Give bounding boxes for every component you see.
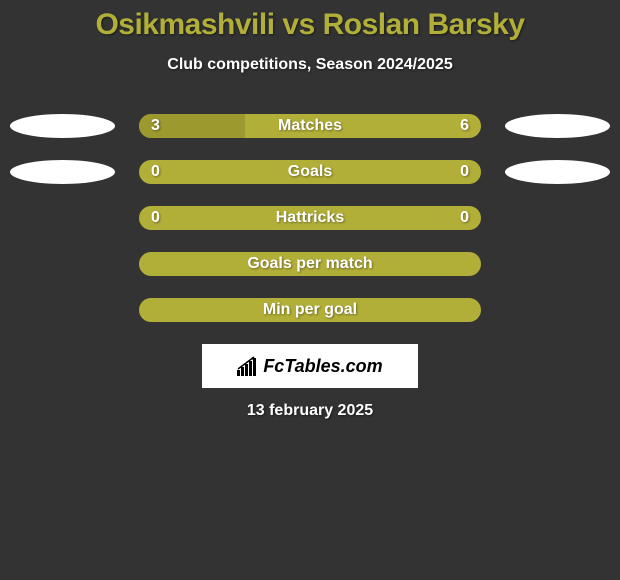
stat-row-mpg: Min per goal — [8, 298, 612, 322]
goals-right-value: 0 — [460, 163, 469, 181]
goals-bar: 0 Goals 0 — [139, 160, 481, 184]
stats-section: 3 Matches 6 0 Goals 0 0 Hattricks 0 — [0, 114, 620, 322]
hattricks-right-value: 0 — [460, 209, 469, 227]
goals-left-value: 0 — [151, 163, 160, 181]
matches-bar: 3 Matches 6 — [139, 114, 481, 138]
matches-label: Matches — [278, 117, 342, 135]
gpm-bar: Goals per match — [139, 252, 481, 276]
logo-text: FcTables.com — [263, 356, 382, 377]
stat-row-goals: 0 Goals 0 — [8, 160, 612, 184]
stat-row-hattricks: 0 Hattricks 0 — [8, 206, 612, 230]
right-ellipse-icon — [505, 160, 610, 184]
left-ellipse-icon — [10, 114, 115, 138]
goals-label: Goals — [288, 163, 332, 181]
matches-right-value: 6 — [460, 117, 469, 135]
page-subtitle: Club competitions, Season 2024/2025 — [0, 56, 620, 74]
chart-icon — [237, 356, 259, 376]
right-ellipse-icon — [505, 114, 610, 138]
fctables-logo: FcTables.com — [202, 344, 418, 388]
stat-row-gpm: Goals per match — [8, 252, 612, 276]
hattricks-bar: 0 Hattricks 0 — [139, 206, 481, 230]
left-ellipse-icon — [10, 160, 115, 184]
hattricks-label: Hattricks — [276, 209, 344, 227]
gpm-label: Goals per match — [247, 255, 372, 273]
mpg-label: Min per goal — [263, 301, 357, 319]
page-title: Osikmashvili vs Roslan Barsky — [0, 8, 620, 42]
matches-left-value: 3 — [151, 117, 160, 135]
hattricks-left-value: 0 — [151, 209, 160, 227]
infographic-container: Osikmashvili vs Roslan Barsky Club compe… — [0, 0, 620, 420]
footer-date: 13 february 2025 — [0, 402, 620, 420]
mpg-bar: Min per goal — [139, 298, 481, 322]
stat-row-matches: 3 Matches 6 — [8, 114, 612, 138]
